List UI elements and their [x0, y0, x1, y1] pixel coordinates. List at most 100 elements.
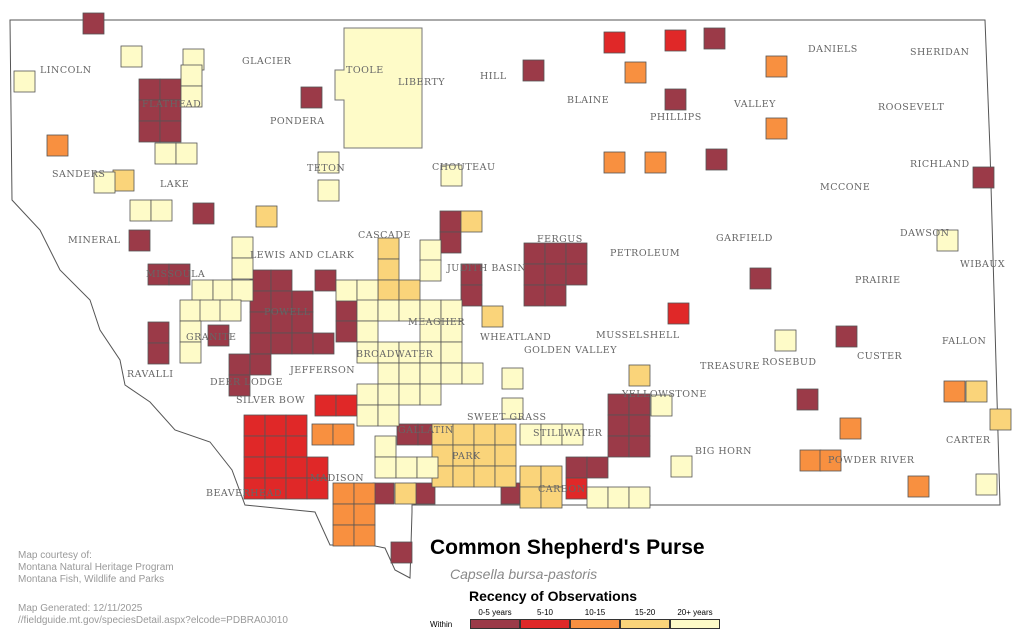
observation-cell[interactable] — [561, 423, 584, 446]
observation-cell[interactable] — [335, 320, 358, 343]
observation-cell[interactable] — [377, 362, 400, 385]
observation-cell[interactable] — [907, 475, 930, 498]
observation-cell[interactable] — [356, 404, 379, 427]
observation-cell[interactable] — [311, 423, 334, 446]
observation-cell[interactable] — [603, 151, 626, 174]
observation-cell[interactable] — [439, 231, 462, 254]
observation-cell[interactable] — [796, 388, 819, 411]
observation-cell[interactable] — [159, 120, 182, 143]
observation-cell[interactable] — [522, 59, 545, 82]
observation-cell[interactable] — [207, 324, 230, 347]
observation-cell[interactable] — [138, 120, 161, 143]
observation-cell[interactable] — [664, 29, 687, 52]
observation-cell[interactable] — [565, 456, 588, 479]
observation-cell[interactable] — [628, 414, 651, 437]
observation-cell[interactable] — [219, 299, 242, 322]
observation-cell[interactable] — [264, 414, 287, 437]
observation-cell[interactable] — [335, 394, 358, 417]
observation-cell[interactable] — [231, 279, 254, 302]
observation-cell[interactable] — [120, 45, 143, 68]
observation-cell[interactable] — [461, 362, 484, 385]
observation-cell[interactable] — [494, 444, 517, 467]
observation-cell[interactable] — [147, 342, 170, 365]
observation-cell[interactable] — [835, 325, 858, 348]
observation-cell[interactable] — [799, 449, 822, 472]
observation-cell[interactable] — [192, 202, 215, 225]
observation-cell[interactable] — [644, 151, 667, 174]
observation-cell[interactable] — [398, 362, 421, 385]
observation-cell[interactable] — [416, 456, 439, 479]
observation-cell[interactable] — [703, 27, 726, 50]
observation-cell[interactable] — [112, 169, 135, 192]
observation-cell[interactable] — [314, 269, 337, 292]
observation-cell[interactable] — [285, 414, 308, 437]
observation-cell[interactable] — [335, 299, 358, 322]
observation-cell[interactable] — [317, 151, 340, 174]
observation-cell[interactable] — [312, 332, 335, 355]
observation-cell[interactable] — [356, 279, 379, 302]
observation-cell[interactable] — [228, 374, 251, 397]
observation-cell[interactable] — [264, 435, 287, 458]
observation-cell[interactable] — [46, 134, 69, 157]
observation-cell[interactable] — [377, 258, 400, 281]
observation-cell[interactable] — [356, 299, 379, 322]
observation-cell[interactable] — [147, 321, 170, 344]
observation-cell[interactable] — [395, 456, 418, 479]
observation-cell[interactable] — [439, 210, 462, 233]
observation-cell[interactable] — [314, 394, 337, 417]
observation-cell[interactable] — [501, 367, 524, 390]
observation-cell[interactable] — [150, 199, 173, 222]
observation-cell[interactable] — [332, 524, 355, 547]
observation-cell[interactable] — [440, 164, 463, 187]
observation-cell[interactable] — [452, 423, 475, 446]
observation-cell[interactable] — [377, 404, 400, 427]
observation-cell[interactable] — [398, 279, 421, 302]
observation-cell[interactable] — [765, 117, 788, 140]
observation-cell[interactable] — [936, 229, 959, 252]
observation-cell[interactable] — [972, 166, 995, 189]
observation-cell[interactable] — [374, 435, 397, 458]
observation-cell[interactable] — [128, 229, 151, 252]
observation-cell[interactable] — [180, 64, 203, 87]
observation-cell[interactable] — [607, 486, 630, 509]
observation-cell[interactable] — [419, 259, 442, 282]
observation-cell[interactable] — [372, 482, 395, 505]
observation-cell[interactable] — [377, 383, 400, 406]
observation-cell[interactable] — [377, 299, 400, 322]
observation-cell[interactable] — [255, 205, 278, 228]
observation-cell[interactable] — [628, 486, 651, 509]
observation-cell[interactable] — [270, 269, 293, 292]
observation-cell[interactable] — [264, 456, 287, 479]
observation-cell[interactable] — [765, 55, 788, 78]
observation-cell[interactable] — [179, 299, 202, 322]
observation-cell[interactable] — [494, 423, 517, 446]
observation-cell[interactable] — [705, 148, 728, 171]
observation-cell[interactable] — [285, 435, 308, 458]
observation-cell[interactable] — [394, 482, 417, 505]
observation-cell[interactable] — [377, 237, 400, 260]
observation-cell[interactable] — [356, 383, 379, 406]
observation-cell[interactable] — [199, 299, 222, 322]
observation-cell[interactable] — [460, 210, 483, 233]
observation-cell[interactable] — [390, 541, 413, 564]
observation-cell[interactable] — [670, 455, 693, 478]
observation-cell[interactable] — [819, 449, 842, 472]
observation-cell[interactable] — [419, 383, 442, 406]
observation-cell[interactable] — [460, 284, 483, 307]
observation-cell[interactable] — [494, 465, 517, 488]
observation-cell[interactable] — [624, 61, 647, 84]
observation-cell[interactable] — [82, 12, 105, 35]
observation-cell[interactable] — [291, 332, 314, 355]
observation-cell[interactable] — [356, 320, 379, 343]
observation-cell[interactable] — [285, 456, 308, 479]
observation-cell[interactable] — [586, 486, 609, 509]
observation-cell[interactable] — [300, 86, 323, 109]
observation-cell[interactable] — [501, 397, 524, 420]
observation-cell[interactable] — [175, 142, 198, 165]
observation-cell[interactable] — [138, 78, 161, 101]
observation-cell[interactable] — [332, 503, 355, 526]
observation-cell[interactable] — [607, 414, 630, 437]
observation-cell[interactable] — [243, 435, 266, 458]
observation-cell[interactable] — [419, 239, 442, 262]
observation-cell[interactable] — [989, 408, 1012, 431]
